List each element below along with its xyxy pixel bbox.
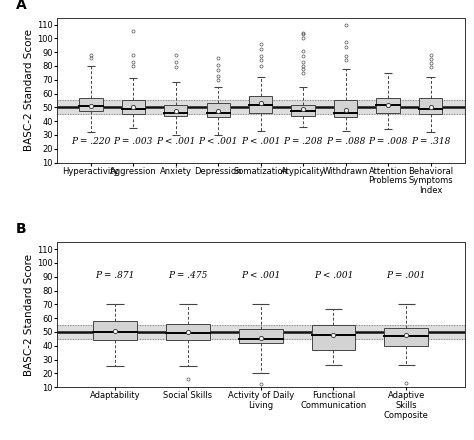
Text: P = .871: P = .871 [95, 271, 135, 279]
Bar [57, 325, 465, 339]
Bar [376, 98, 400, 113]
Bar [384, 328, 428, 346]
Text: P < .001: P < .001 [156, 137, 195, 146]
Text: A: A [16, 0, 27, 12]
Bar [334, 100, 357, 117]
Text: P = .008: P = .008 [368, 137, 408, 146]
Text: P = .318: P = .318 [411, 137, 450, 146]
Bar [122, 100, 145, 114]
Bar [79, 98, 102, 111]
Text: P = .003: P = .003 [114, 137, 153, 146]
Bar [166, 324, 210, 340]
Text: P = .220: P = .220 [71, 137, 110, 146]
Text: P = .001: P = .001 [387, 271, 426, 279]
Text: P = .088: P = .088 [326, 137, 365, 146]
Text: P < .001: P < .001 [314, 271, 353, 279]
Text: P < .001: P < .001 [241, 271, 281, 279]
Bar [164, 105, 187, 116]
Text: P < .001: P < .001 [241, 137, 281, 146]
Y-axis label: BASC-2 Standard Score: BASC-2 Standard Score [24, 29, 34, 151]
Bar [239, 329, 283, 343]
Bar [292, 105, 315, 116]
Text: P = .208: P = .208 [283, 137, 323, 146]
Y-axis label: BASC-2 Standard Score: BASC-2 Standard Score [24, 254, 34, 376]
Bar [57, 100, 465, 114]
Text: P = .475: P = .475 [168, 271, 208, 279]
Bar [207, 103, 230, 117]
Bar [93, 321, 137, 340]
Bar [249, 96, 273, 113]
Bar [419, 98, 442, 114]
Text: B: B [16, 223, 27, 236]
Bar [312, 325, 356, 350]
Text: P < .001: P < .001 [199, 137, 238, 146]
